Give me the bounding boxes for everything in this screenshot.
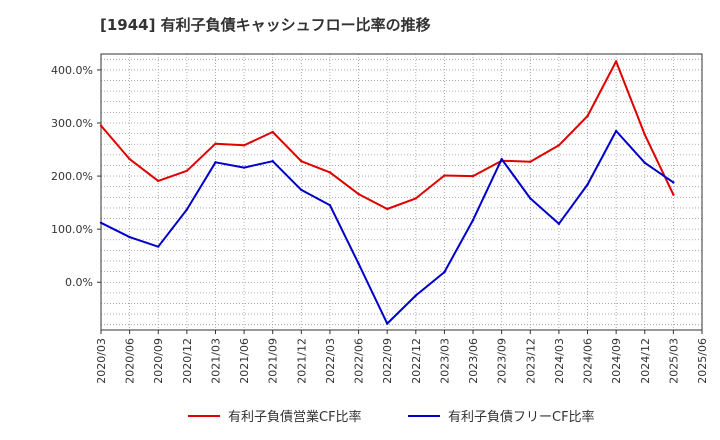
- data-point: [300, 160, 303, 163]
- data-point: [242, 166, 246, 169]
- x-tick-label: 2022/12: [410, 338, 423, 384]
- data-point: [500, 157, 503, 161]
- data-point: [300, 188, 303, 192]
- data-point: [557, 144, 561, 147]
- x-tick-label: 2022/03: [324, 338, 337, 384]
- x-tick-label: 2020/12: [181, 338, 194, 384]
- data-point: [271, 130, 274, 134]
- data-point: [242, 144, 246, 147]
- x-tick-label: 2025/06: [696, 338, 709, 384]
- y-tick-label: 100.0%: [51, 223, 93, 236]
- plot-frame: [100, 53, 703, 331]
- x-tick-label: 2021/09: [267, 338, 280, 384]
- data-point: [414, 294, 418, 297]
- data-point: [471, 174, 475, 178]
- data-point: [385, 207, 389, 211]
- y-tick-label: 300.0%: [51, 117, 93, 130]
- y-tick-label: 0.0%: [65, 276, 93, 289]
- data-point: [529, 197, 532, 200]
- x-tick-label: 2020/09: [152, 338, 165, 384]
- legend: 有利子負債営業CF比率 有利子負債フリーCF比率: [188, 409, 595, 425]
- plot-background: [101, 54, 702, 330]
- x-tick-label: 2021/03: [209, 338, 222, 384]
- data-point: [443, 174, 446, 177]
- x-tick-label: 2025/03: [667, 338, 680, 384]
- data-point: [672, 193, 675, 196]
- data-point: [643, 161, 646, 165]
- data-point: [157, 179, 160, 183]
- x-tick-label: 2021/06: [238, 338, 251, 384]
- data-point: [614, 60, 618, 63]
- data-point: [385, 322, 389, 325]
- data-point: [357, 192, 360, 196]
- y-tick-label: 200.0%: [51, 170, 93, 183]
- x-tick-label: 2023/06: [467, 338, 480, 384]
- data-point: [672, 181, 675, 184]
- x-tick-label: 2020/03: [95, 338, 108, 384]
- x-tick-label: 2024/12: [639, 338, 652, 384]
- legend-label: 有利子負債フリーCF比率: [448, 409, 595, 425]
- y-tick-label: 400.0%: [51, 64, 93, 77]
- data-point: [414, 197, 418, 200]
- x-tick-label: 2024/09: [610, 338, 623, 384]
- data-point: [157, 245, 160, 248]
- axis-layer: 0.0% 100.0% 200.0% 300.0% 400.0% 2020/03 2020/…: [51, 53, 709, 384]
- data-point: [214, 142, 217, 145]
- x-tick-label: 2022/06: [353, 338, 366, 384]
- data-point: [185, 208, 189, 211]
- data-point: [614, 129, 618, 133]
- data-point: [271, 160, 274, 163]
- x-tick-label: 2023/03: [438, 338, 451, 384]
- data-point: [471, 218, 475, 222]
- data-point: [328, 171, 332, 174]
- chart-title: [1944] 有利子負債キャッシュフロー比率の推移: [100, 16, 431, 34]
- grid-layer: [100, 54, 703, 330]
- x-tick-label: 2024/06: [582, 338, 595, 384]
- series-layer: [99, 60, 675, 325]
- data-point: [557, 222, 561, 226]
- x-tick-label: 2020/06: [124, 338, 137, 384]
- data-point: [643, 133, 646, 136]
- data-point: [328, 204, 332, 207]
- data-point: [214, 161, 217, 164]
- data-point: [586, 183, 589, 186]
- legend-label: 有利子負債営業CF比率: [228, 409, 362, 425]
- data-point: [99, 221, 103, 224]
- x-tick-label: 2022/09: [381, 338, 394, 384]
- x-tick-label: 2023/09: [496, 338, 509, 384]
- data-point: [529, 160, 532, 163]
- x-tick-label: 2021/12: [295, 338, 308, 384]
- data-point: [99, 124, 103, 127]
- data-point: [128, 157, 131, 161]
- data-point: [128, 235, 131, 239]
- data-point: [185, 169, 189, 172]
- data-point: [357, 262, 360, 265]
- x-tick-label: 2023/12: [524, 338, 537, 384]
- data-point: [443, 270, 446, 274]
- data-point: [586, 114, 589, 118]
- x-tick-label: 2024/03: [553, 338, 566, 384]
